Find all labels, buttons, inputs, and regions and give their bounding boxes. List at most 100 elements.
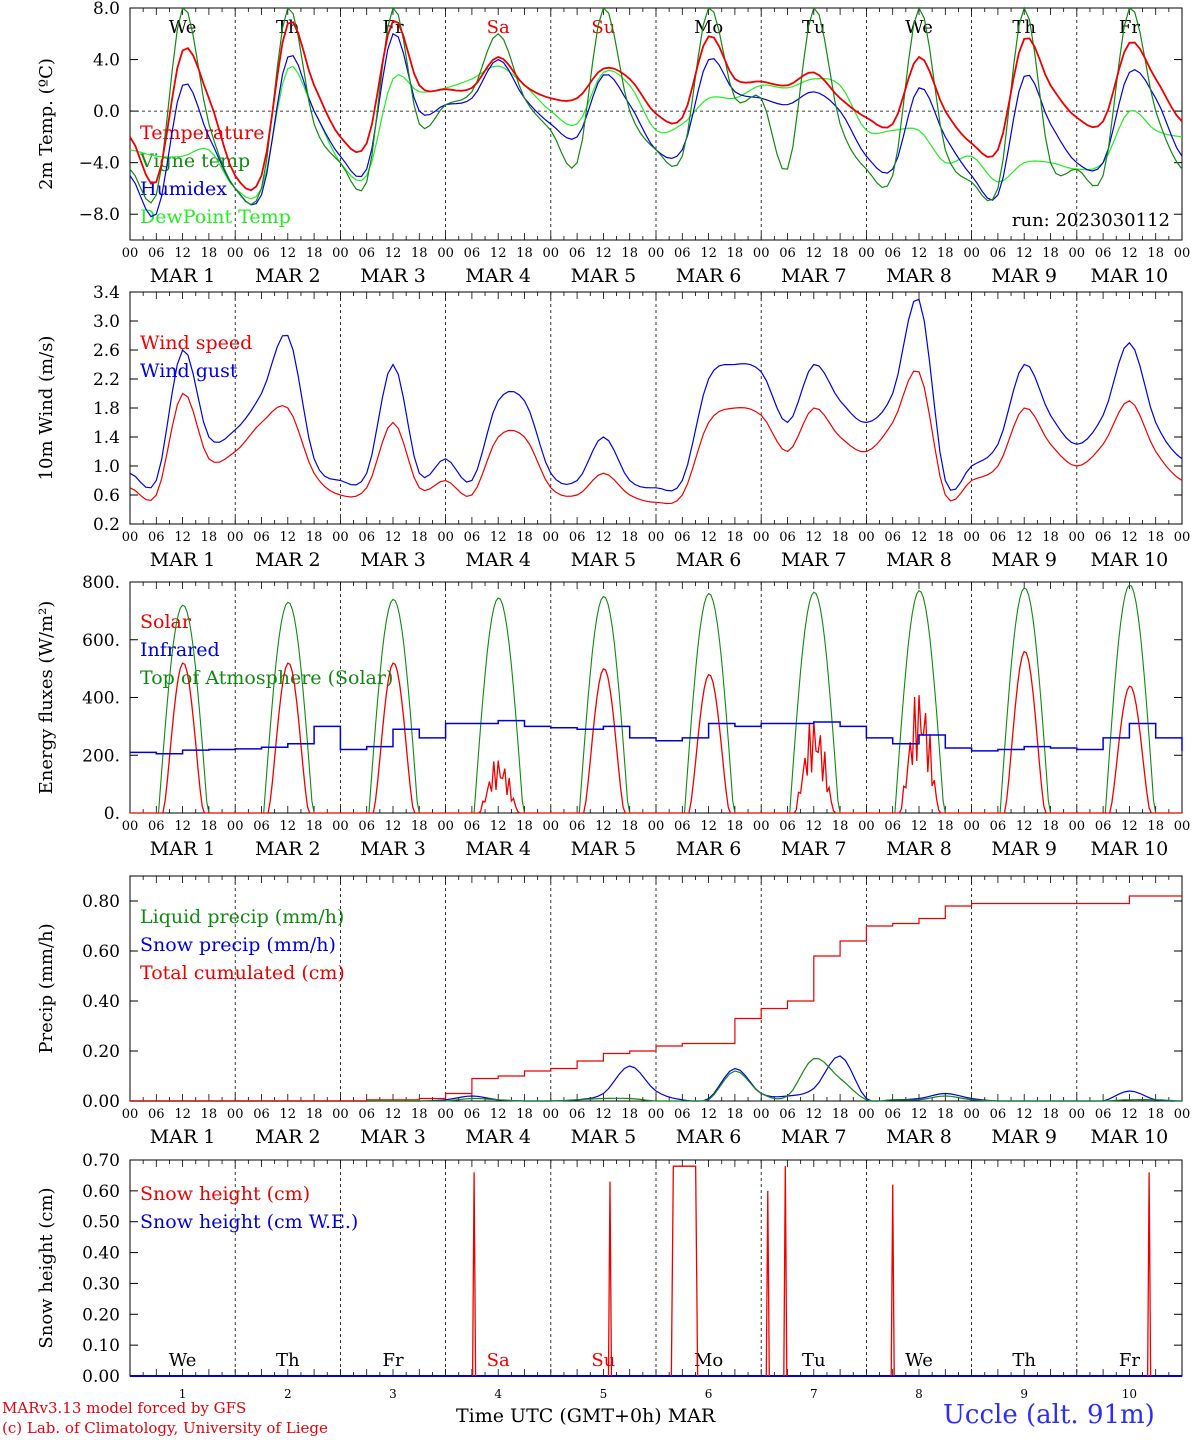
y-tick-label: 0.6 — [93, 486, 120, 506]
date-label: MAR 5 — [571, 549, 637, 571]
weekday-label: Mo — [694, 1350, 723, 1371]
y-tick-label: 0.2 — [93, 515, 120, 535]
hour-tick-label: 12 — [1121, 530, 1138, 545]
hour-tick-label: 12 — [174, 530, 191, 545]
weekday-label: We — [169, 17, 197, 38]
hour-tick-label: 06 — [569, 1107, 586, 1122]
y-tick-label: 0.40 — [82, 1244, 120, 1264]
hour-tick-label: 00 — [227, 246, 244, 261]
hour-tick-label: 06 — [464, 819, 481, 834]
date-label: MAR 9 — [991, 549, 1057, 571]
hour-tick-label: 06 — [253, 246, 270, 261]
hour-tick-label: 00 — [858, 1107, 875, 1122]
hour-tick-label: 18 — [727, 819, 744, 834]
hour-tick-label: 06 — [674, 1107, 691, 1122]
hour-tick-label: 06 — [253, 819, 270, 834]
hour-tick-label: 00 — [1069, 246, 1086, 261]
date-label: MAR 6 — [676, 838, 742, 860]
y-tick-label: 0.30 — [82, 1274, 120, 1294]
hour-tick-label: 00 — [753, 530, 770, 545]
hour-tick-label: 06 — [674, 819, 691, 834]
hour-tick-label: 00 — [1174, 819, 1191, 834]
y-tick-label: 0.70 — [82, 1151, 120, 1171]
date-label: MAR 10 — [1091, 549, 1169, 571]
hour-tick-label: 18 — [306, 246, 323, 261]
hour-tick-label: 06 — [1095, 246, 1112, 261]
hour-tick-label: 12 — [700, 819, 717, 834]
date-label: MAR 9 — [991, 838, 1057, 860]
hour-tick-label: 06 — [253, 1107, 270, 1122]
date-label: MAR 3 — [360, 549, 426, 571]
weekday-label: We — [905, 17, 933, 38]
hour-tick-label: 00 — [227, 530, 244, 545]
date-label: MAR 5 — [571, 1126, 637, 1148]
day-number: 6 — [705, 1387, 713, 1401]
hour-tick-label: 12 — [280, 530, 297, 545]
hour-tick-label: 00 — [1174, 530, 1191, 545]
hour-tick-label: 18 — [411, 1107, 428, 1122]
infrared-line — [130, 721, 1182, 754]
hour-tick-label: 06 — [148, 1107, 165, 1122]
snow-height-spike — [1148, 1172, 1151, 1376]
day-number: 7 — [810, 1387, 818, 1401]
date-label: MAR 1 — [150, 1126, 216, 1148]
hour-tick-label: 00 — [122, 530, 139, 545]
snow-height-spike — [766, 1191, 769, 1376]
hour-tick-label: 18 — [1042, 530, 1059, 545]
hour-tick-label: 12 — [806, 819, 823, 834]
hour-tick-label: 18 — [201, 530, 218, 545]
hour-tick-label: 12 — [911, 246, 928, 261]
y-tick-label: 0.20 — [82, 1042, 120, 1062]
hour-tick-label: 06 — [779, 819, 796, 834]
hour-tick-label: 12 — [280, 1107, 297, 1122]
y-tick-label: 200. — [82, 746, 120, 766]
y-tick-label: 0. — [104, 804, 120, 824]
hour-tick-label: 00 — [437, 530, 454, 545]
hour-tick-label: 00 — [332, 819, 349, 834]
hour-tick-label: 00 — [753, 1107, 770, 1122]
hour-tick-label: 00 — [963, 246, 980, 261]
y-tick-label: 2.6 — [93, 341, 120, 361]
hour-tick-label: 06 — [779, 530, 796, 545]
y-axis-label: Energy fluxes (W/m²) — [36, 601, 57, 795]
date-label: MAR 6 — [676, 265, 742, 287]
y-tick-label: 0.80 — [82, 892, 120, 912]
hour-tick-label: 12 — [1016, 1107, 1033, 1122]
weekday-label: Th — [276, 1350, 300, 1371]
hour-tick-label: 00 — [543, 246, 560, 261]
hour-tick-label: 00 — [1069, 530, 1086, 545]
hour-tick-label: 06 — [464, 1107, 481, 1122]
hour-tick-label: 18 — [411, 246, 428, 261]
hour-tick-label: 00 — [963, 819, 980, 834]
hour-tick-label: 12 — [1016, 819, 1033, 834]
hour-tick-label: 12 — [700, 246, 717, 261]
date-label: MAR 8 — [886, 838, 952, 860]
meteogram: 8.04.00.0−4.0−8.02m Temp. (ºC)00 06 12 18MA… — [0, 0, 1194, 1440]
snow-height-spike — [891, 1185, 894, 1376]
run-annotation: run: 2023030112 — [1012, 210, 1170, 231]
hour-tick-label: 18 — [621, 819, 638, 834]
hour-tick-label: 12 — [806, 530, 823, 545]
weekday-label: Th — [1012, 1350, 1036, 1371]
hour-tick-label: 18 — [937, 530, 954, 545]
y-tick-label: 0.0 — [93, 102, 120, 122]
hour-tick-label: 18 — [832, 530, 849, 545]
hour-tick-label: 00 — [1174, 246, 1191, 261]
hour-tick-label: 18 — [621, 530, 638, 545]
hour-tick-label: 12 — [174, 1107, 191, 1122]
lab-credit: (c) Lab. of Climatology, University of L… — [2, 1419, 328, 1437]
hour-tick-label: 18 — [306, 1107, 323, 1122]
hour-tick-label: 06 — [1095, 819, 1112, 834]
hour-tick-label: 06 — [358, 819, 375, 834]
day-number: 5 — [600, 1387, 608, 1401]
day-number: 10 — [1122, 1387, 1137, 1401]
x-axis-title: Time UTC (GMT+0h) MAR — [456, 1405, 715, 1427]
snow-height-spike — [784, 1166, 787, 1376]
hour-tick-label: 12 — [385, 246, 402, 261]
hour-tick-label: 18 — [1042, 246, 1059, 261]
legend-entry: Infrared — [140, 639, 220, 661]
hour-tick-label: 12 — [1016, 530, 1033, 545]
hour-tick-label: 18 — [201, 819, 218, 834]
date-label: MAR 4 — [465, 549, 531, 571]
y-tick-label: 4.0 — [93, 51, 120, 71]
